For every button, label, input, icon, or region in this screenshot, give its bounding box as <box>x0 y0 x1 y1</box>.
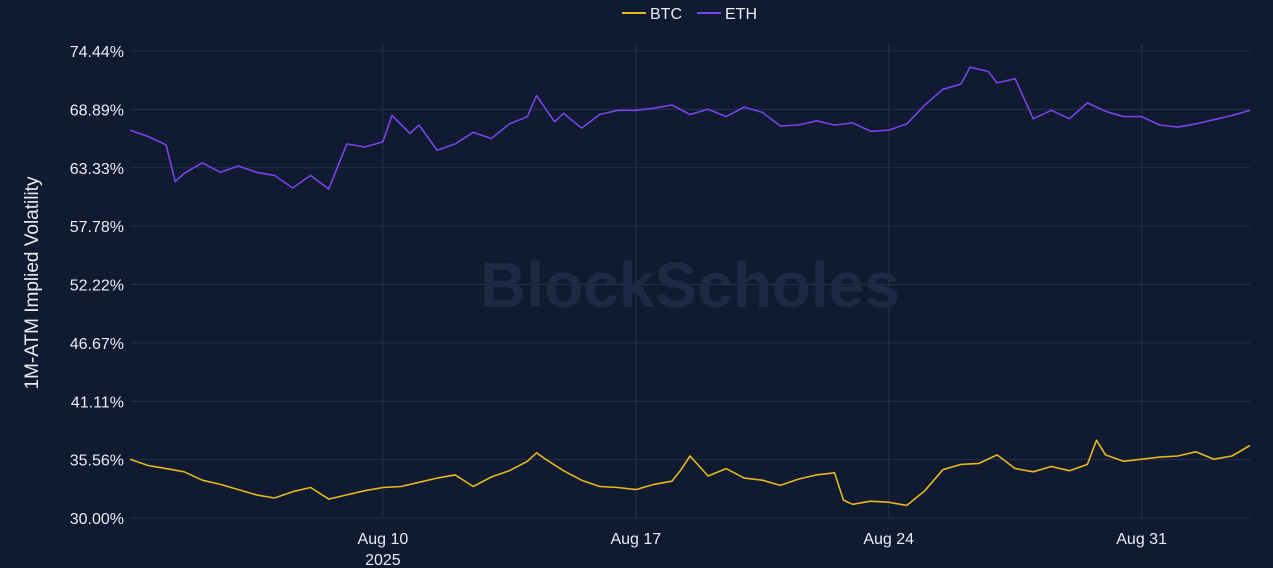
x-tick-label: Aug 17 <box>610 531 661 548</box>
y-tick-label: 74.44% <box>70 44 124 61</box>
y-tick-label: 30.00% <box>70 511 124 528</box>
y-tick-label: 63.33% <box>70 161 124 178</box>
x-tick-label: Aug 24 <box>863 531 914 548</box>
y-tick-label: 52.22% <box>70 278 124 295</box>
legend-label-btc: BTC <box>650 6 682 23</box>
y-tick-label: 46.67% <box>70 336 124 353</box>
series-line-btc <box>129 439 1251 507</box>
legend: BTC ETH <box>622 6 757 23</box>
legend-label-eth: ETH <box>725 6 757 23</box>
series-line-eth <box>129 66 1251 190</box>
x-tick-label: Aug 31 <box>1116 531 1167 548</box>
y-tick-label: 41.11% <box>71 394 124 411</box>
x-tick-label: Aug 10 <box>358 531 409 548</box>
y-tick-label: 35.56% <box>70 453 124 470</box>
y-axis-label: 1M-ATM Implied Volatility <box>22 176 43 389</box>
y-tick-label: 68.89% <box>70 102 124 119</box>
watermark: BlockScholes <box>480 249 900 321</box>
x-tick-sublabel: 2025 <box>365 552 401 568</box>
y-tick-label: 57.78% <box>70 219 124 236</box>
